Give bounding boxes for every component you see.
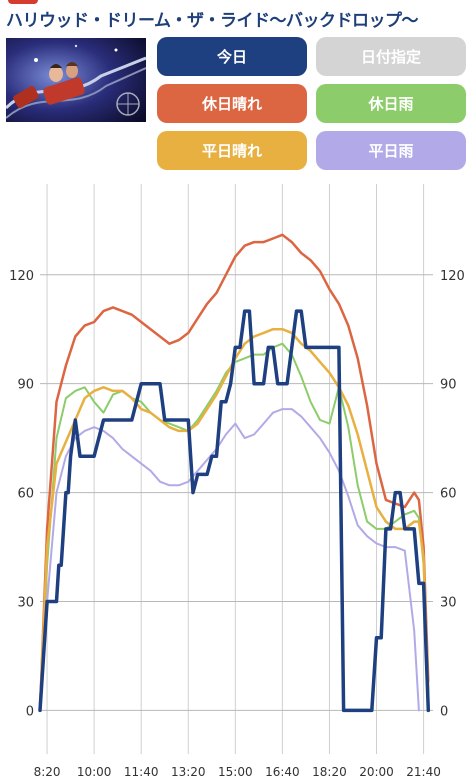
ride-thumbnail — [6, 38, 146, 122]
y-tick-label-left: 60 — [17, 487, 34, 502]
x-tick-label: 18:20 — [312, 765, 347, 779]
x-tick-label: 15:00 — [218, 765, 253, 779]
holiday-rain-button[interactable]: 休日雨 — [316, 84, 466, 123]
y-tick-label-right: 30 — [440, 596, 457, 611]
date-pick-button-label: 日付指定 — [360, 48, 421, 66]
series-line-today — [38, 309, 431, 713]
date-pick-button[interactable]: 日付指定 — [316, 37, 466, 76]
holiday-rain-button-label: 休日雨 — [368, 95, 414, 113]
x-tick-label: 13:20 — [171, 765, 206, 779]
x-tick-label: 10:00 — [77, 765, 112, 779]
x-tick-label: 11:40 — [124, 765, 159, 779]
today-button-label: 今日 — [216, 48, 247, 66]
wait-time-chart: 8:20 10:00 11:40 13:20 15:00 16:40 18:20 20:00 2… — [0, 176, 473, 780]
y-tick-label-right: 0 — [440, 704, 448, 719]
holiday-sunny-button[interactable]: 休日晴れ — [157, 84, 307, 123]
series-line-weekday-sunny — [38, 327, 430, 712]
series-line-holiday-rain — [39, 342, 430, 712]
y-tick-label-right: 90 — [440, 378, 457, 393]
y-tick-label-left: 30 — [17, 596, 34, 611]
page-title: ハリウッド・ドリーム・ザ・ライド〜バックドロップ〜 — [6, 11, 419, 31]
x-tick-label: 21:40 — [406, 765, 441, 779]
today-button[interactable]: 今日 — [157, 37, 307, 76]
weekday-sunny-button-label: 平日晴れ — [201, 142, 262, 160]
holiday-sunny-button-label: 休日晴れ — [201, 95, 262, 113]
ride-photo-icon — [6, 38, 146, 122]
y-tick-label-right: 120 — [440, 269, 465, 284]
top-accent-strip — [8, 0, 38, 4]
series-line-holiday-sunny — [38, 233, 430, 712]
y-tick-label-left: 90 — [17, 378, 34, 393]
x-tick-label: 20:00 — [359, 765, 394, 779]
y-tick-label-right: 60 — [440, 487, 457, 502]
weekday-rain-button[interactable]: 平日雨 — [316, 131, 466, 170]
x-tick-label: 16:40 — [265, 765, 300, 779]
wait-time-chart-svg: 8:20 10:00 11:40 13:20 15:00 16:40 18:20 20:00 2… — [9, 184, 465, 779]
y-tick-label-left: 0 — [26, 704, 34, 719]
weekday-rain-button-label: 平日雨 — [368, 142, 414, 160]
x-tick-label: 8:20 — [34, 765, 61, 779]
y-tick-label-left: 120 — [9, 269, 34, 284]
weekday-sunny-button[interactable]: 平日晴れ — [157, 131, 307, 170]
